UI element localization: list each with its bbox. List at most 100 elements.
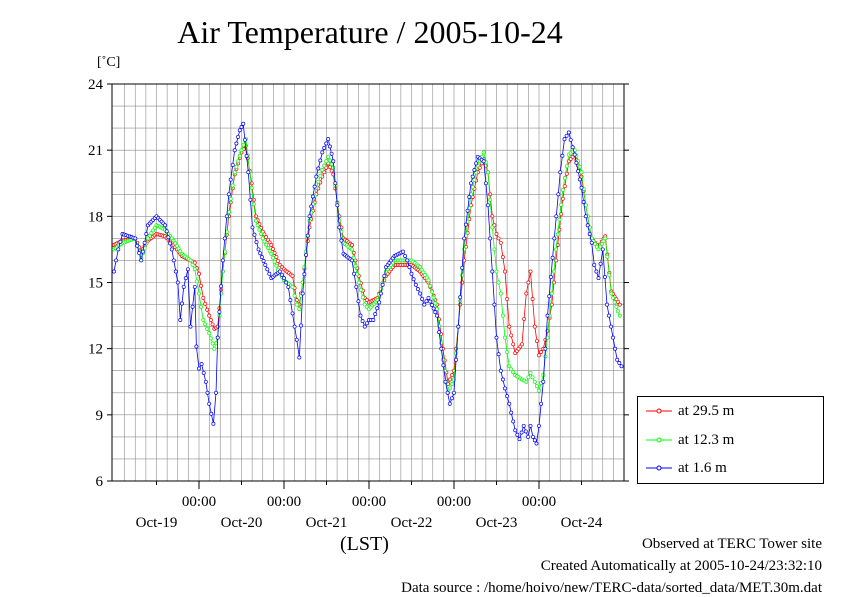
data-point bbox=[426, 278, 431, 283]
data-point bbox=[592, 262, 597, 267]
data-point bbox=[522, 316, 527, 321]
data-point bbox=[562, 176, 567, 181]
data-point bbox=[274, 263, 279, 268]
observed-note: Observed at TERC Tower site bbox=[641, 536, 822, 552]
data-point bbox=[163, 223, 167, 228]
data-point bbox=[185, 267, 190, 272]
data-point bbox=[215, 335, 220, 340]
data-point bbox=[173, 269, 178, 274]
data-point bbox=[511, 419, 516, 424]
data-point bbox=[609, 324, 613, 329]
data-point bbox=[560, 153, 565, 158]
x-tick-label: 00:00 bbox=[182, 494, 216, 510]
data-point bbox=[558, 170, 563, 175]
data-point bbox=[258, 251, 263, 256]
data-point bbox=[144, 232, 149, 236]
data-point bbox=[326, 154, 331, 159]
data-point bbox=[596, 276, 601, 281]
data-point bbox=[133, 236, 138, 241]
data-point bbox=[237, 128, 242, 133]
data-point bbox=[564, 164, 569, 169]
data-point bbox=[424, 299, 429, 304]
data-point bbox=[173, 241, 178, 246]
data-point bbox=[467, 195, 472, 199]
data-point bbox=[539, 401, 544, 406]
data-point bbox=[135, 243, 140, 248]
data-point bbox=[175, 280, 180, 285]
data-point bbox=[234, 164, 239, 169]
data-point bbox=[551, 269, 556, 274]
data-point bbox=[307, 214, 312, 219]
data-point bbox=[169, 247, 174, 252]
data-point bbox=[560, 187, 565, 192]
data-point bbox=[528, 423, 533, 428]
data-point bbox=[362, 324, 367, 329]
data-point bbox=[607, 273, 612, 278]
data-point bbox=[534, 338, 539, 343]
x-day-label: Oct-19 bbox=[136, 515, 178, 531]
data-point bbox=[500, 377, 505, 382]
data-point bbox=[264, 242, 269, 247]
data-point bbox=[199, 283, 204, 288]
data-point bbox=[364, 321, 369, 326]
data-point bbox=[596, 247, 601, 252]
data-point bbox=[458, 295, 463, 300]
data-point bbox=[494, 269, 499, 274]
data-point bbox=[415, 287, 420, 292]
data-point bbox=[114, 258, 119, 263]
data-point bbox=[371, 318, 376, 322]
y-tick-label: 24 bbox=[88, 77, 104, 93]
data-point bbox=[284, 280, 289, 285]
data-point bbox=[237, 153, 242, 158]
data-point bbox=[470, 174, 475, 179]
data-point bbox=[403, 254, 408, 258]
data-point bbox=[611, 295, 615, 300]
data-point bbox=[562, 137, 567, 142]
x-tick-label: 00:00 bbox=[522, 494, 556, 510]
data-point bbox=[616, 309, 620, 314]
data-point bbox=[290, 311, 295, 316]
y-tick-label: 15 bbox=[88, 276, 103, 292]
data-point bbox=[236, 134, 241, 139]
y-tick-label: 21 bbox=[88, 143, 103, 159]
data-point bbox=[526, 280, 531, 285]
data-point bbox=[351, 255, 356, 260]
data-point bbox=[602, 275, 607, 279]
data-point bbox=[286, 284, 291, 289]
data-point bbox=[353, 264, 358, 268]
series-layer bbox=[112, 121, 624, 446]
data-point bbox=[581, 200, 586, 204]
axis-ticks bbox=[107, 83, 629, 489]
data-point bbox=[352, 271, 357, 276]
data-point bbox=[418, 291, 422, 296]
data-point bbox=[211, 421, 216, 426]
data-point bbox=[373, 312, 378, 317]
y-tick-label: 6 bbox=[96, 474, 104, 490]
data-point bbox=[423, 273, 428, 277]
data-point bbox=[601, 239, 606, 244]
data-point bbox=[507, 324, 512, 329]
data-point bbox=[199, 304, 204, 309]
data-point bbox=[460, 273, 465, 278]
data-point bbox=[190, 262, 195, 267]
data-point bbox=[611, 335, 615, 340]
data-point bbox=[329, 151, 334, 156]
data-point bbox=[116, 247, 121, 252]
data-point bbox=[210, 341, 215, 346]
data-point bbox=[360, 295, 365, 300]
data-point bbox=[356, 280, 361, 285]
data-point bbox=[228, 177, 233, 182]
data-point bbox=[171, 238, 176, 243]
data-point bbox=[112, 269, 116, 274]
data-point bbox=[242, 137, 247, 142]
data-point bbox=[267, 271, 272, 276]
data-point bbox=[248, 197, 253, 202]
data-point bbox=[253, 218, 258, 223]
data-point bbox=[439, 346, 444, 351]
data-point bbox=[552, 236, 557, 241]
data-point bbox=[454, 357, 459, 362]
data-point bbox=[612, 300, 617, 305]
data-point bbox=[220, 258, 225, 263]
data-point bbox=[500, 313, 505, 318]
data-point bbox=[615, 357, 620, 362]
